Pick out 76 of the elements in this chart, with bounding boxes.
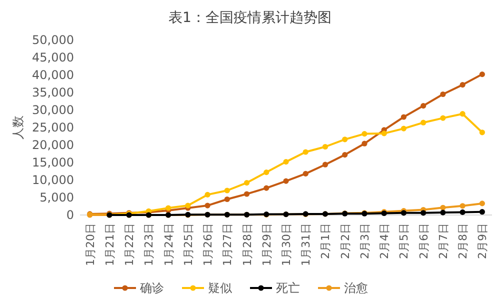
x-tick-label: 1月21日	[103, 223, 116, 266]
legend-label: 确诊	[139, 281, 164, 295]
y-axis-title: 人数	[11, 116, 25, 140]
point	[224, 188, 230, 194]
point	[342, 136, 348, 142]
y-tick-label: 40,000	[32, 68, 74, 82]
point	[420, 210, 426, 216]
point	[185, 202, 191, 208]
point	[479, 72, 485, 78]
point	[283, 159, 289, 165]
y-tick-label: 5,000	[40, 190, 74, 204]
y-tick-label: 35,000	[32, 86, 74, 100]
point	[244, 180, 250, 186]
legend-label: 治愈	[344, 281, 368, 295]
x-tick-label: 2月3日	[358, 223, 372, 259]
point	[362, 131, 368, 137]
point	[460, 111, 466, 117]
point	[302, 170, 308, 176]
point	[264, 170, 270, 176]
point	[165, 205, 172, 211]
x-tick-label: 1月25日	[182, 223, 195, 266]
point	[420, 120, 426, 126]
y-tick-label: 45,000	[32, 50, 74, 64]
point	[460, 209, 466, 215]
point	[440, 204, 446, 210]
x-tick-label: 1月23日	[142, 223, 156, 266]
point	[460, 82, 466, 88]
point	[204, 192, 210, 198]
x-tick-label: 1月29日	[260, 223, 274, 266]
point	[479, 200, 485, 206]
x-tick-label: 2月8日	[456, 223, 470, 259]
point	[400, 114, 407, 120]
y-tick-label: 0	[66, 208, 74, 222]
point	[479, 209, 485, 215]
y-tick-label: 10,000	[32, 173, 74, 187]
x-tick-label: 2月9日	[476, 223, 490, 259]
x-tick-label: 2月7日	[436, 223, 450, 259]
x-tick-label: 1月31日	[300, 223, 313, 266]
point	[322, 144, 328, 150]
x-tick-label: 2月2日	[338, 223, 352, 259]
y-tick-label: 15,000	[32, 156, 74, 170]
point	[420, 103, 426, 109]
point	[283, 178, 289, 184]
point	[440, 91, 446, 98]
point	[440, 115, 446, 121]
point	[342, 152, 348, 158]
point	[302, 149, 308, 155]
point	[322, 162, 328, 168]
point	[224, 196, 230, 202]
point	[440, 210, 446, 216]
x-tick-label: 2月6日	[417, 223, 430, 259]
chart-title: 表1：全国疫情累计趋势图	[168, 10, 332, 26]
point	[460, 203, 466, 209]
x-tick-label: 1月20日	[84, 223, 97, 266]
x-tick-label: 2月5日	[398, 223, 411, 259]
legend-label: 疑似	[208, 281, 232, 295]
y-tick-label: 25,000	[32, 120, 74, 134]
legend-label: 死亡	[276, 281, 300, 295]
x-tick-label: 1月28日	[240, 223, 254, 266]
x-tick-label: 2月1日	[319, 223, 332, 259]
x-tick-label: 1月26日	[202, 223, 215, 266]
x-tick-label: 2月4日	[378, 223, 392, 259]
y-tick-label: 20,000	[32, 138, 74, 152]
point	[362, 140, 368, 146]
point	[244, 191, 250, 197]
y-tick-label: 30,000	[32, 103, 74, 117]
point	[264, 185, 270, 191]
x-tick-label: 1月27日	[221, 223, 234, 266]
x-tick-label: 1月22日	[123, 223, 136, 266]
point	[400, 126, 407, 132]
point	[381, 130, 387, 136]
y-tick-label: 50,000	[32, 33, 74, 47]
x-tick-label: 1月24日	[162, 223, 176, 266]
point	[479, 130, 485, 136]
point	[204, 202, 210, 208]
x-tick-label: 1月30日	[280, 223, 293, 266]
